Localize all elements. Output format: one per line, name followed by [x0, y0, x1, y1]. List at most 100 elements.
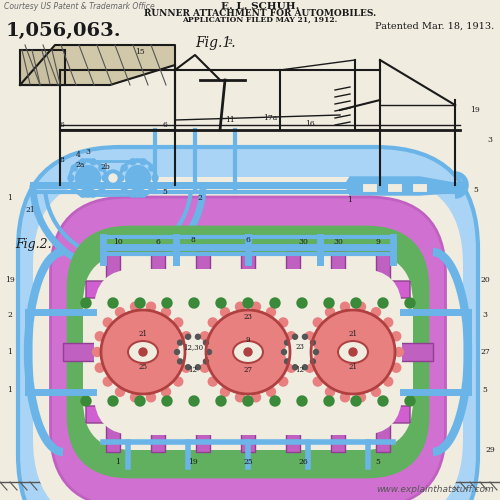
- Circle shape: [252, 302, 260, 311]
- Text: 20: 20: [480, 276, 490, 284]
- Circle shape: [96, 363, 104, 372]
- Text: 21: 21: [348, 330, 358, 338]
- Text: 30: 30: [333, 238, 343, 246]
- Circle shape: [71, 185, 77, 191]
- Circle shape: [378, 298, 388, 308]
- FancyBboxPatch shape: [196, 252, 210, 452]
- Circle shape: [324, 298, 334, 308]
- Text: 1: 1: [8, 386, 12, 394]
- Circle shape: [140, 191, 146, 197]
- Text: 11: 11: [225, 116, 235, 124]
- FancyBboxPatch shape: [345, 406, 373, 423]
- Circle shape: [126, 166, 150, 190]
- Text: 25: 25: [138, 363, 147, 371]
- FancyBboxPatch shape: [18, 147, 478, 500]
- Circle shape: [286, 332, 296, 341]
- Text: 21: 21: [348, 363, 358, 371]
- Circle shape: [130, 393, 140, 402]
- Circle shape: [189, 298, 199, 308]
- Circle shape: [405, 298, 415, 308]
- Text: 6: 6: [246, 236, 250, 244]
- Text: 9: 9: [376, 238, 380, 246]
- Circle shape: [174, 318, 182, 327]
- Text: 5: 5: [474, 186, 478, 194]
- Text: 1: 1: [8, 348, 12, 356]
- Circle shape: [314, 377, 322, 386]
- Circle shape: [326, 308, 334, 316]
- Circle shape: [162, 308, 170, 316]
- Circle shape: [130, 191, 136, 197]
- Text: 19: 19: [5, 276, 15, 284]
- Circle shape: [220, 388, 230, 396]
- Text: www.explainthatstuff.com: www.explainthatstuff.com: [376, 485, 494, 494]
- Circle shape: [405, 396, 415, 406]
- Text: 5: 5: [376, 458, 380, 466]
- Circle shape: [204, 340, 208, 345]
- Circle shape: [394, 348, 404, 356]
- Text: 21: 21: [25, 206, 35, 214]
- Circle shape: [292, 364, 298, 370]
- Circle shape: [189, 396, 199, 406]
- Text: 23: 23: [296, 343, 304, 351]
- Circle shape: [162, 298, 172, 308]
- Ellipse shape: [338, 341, 368, 363]
- Circle shape: [116, 308, 124, 316]
- Circle shape: [179, 338, 207, 366]
- FancyBboxPatch shape: [197, 281, 225, 298]
- Circle shape: [384, 318, 392, 327]
- Circle shape: [200, 332, 209, 341]
- FancyBboxPatch shape: [94, 269, 402, 435]
- FancyBboxPatch shape: [345, 281, 373, 298]
- Circle shape: [310, 340, 316, 345]
- FancyBboxPatch shape: [271, 281, 299, 298]
- Circle shape: [278, 377, 287, 386]
- Circle shape: [81, 396, 91, 406]
- Circle shape: [314, 318, 322, 327]
- Circle shape: [244, 348, 252, 356]
- Text: 2a: 2a: [76, 161, 84, 169]
- Circle shape: [174, 377, 182, 386]
- Circle shape: [314, 350, 318, 354]
- FancyBboxPatch shape: [50, 197, 446, 500]
- Text: 1,056,063.: 1,056,063.: [6, 22, 121, 40]
- Circle shape: [302, 364, 308, 370]
- Circle shape: [384, 377, 392, 386]
- Circle shape: [102, 175, 108, 181]
- FancyBboxPatch shape: [387, 183, 403, 193]
- Circle shape: [186, 364, 190, 370]
- Circle shape: [104, 377, 112, 386]
- Text: 10: 10: [113, 238, 123, 246]
- Circle shape: [90, 159, 96, 165]
- Circle shape: [200, 363, 209, 372]
- Circle shape: [356, 302, 366, 311]
- Circle shape: [290, 348, 298, 356]
- Text: 6: 6: [156, 238, 160, 246]
- Circle shape: [286, 363, 296, 372]
- Circle shape: [349, 348, 357, 356]
- Circle shape: [220, 308, 230, 316]
- Circle shape: [130, 159, 136, 165]
- Circle shape: [351, 298, 361, 308]
- FancyBboxPatch shape: [160, 406, 188, 423]
- Circle shape: [204, 359, 208, 364]
- Text: 6: 6: [60, 121, 64, 129]
- Circle shape: [71, 165, 77, 171]
- Text: 30: 30: [298, 238, 308, 246]
- Text: 8: 8: [190, 236, 196, 244]
- Circle shape: [140, 159, 146, 165]
- Circle shape: [174, 350, 180, 354]
- Polygon shape: [20, 45, 175, 85]
- Circle shape: [372, 388, 380, 396]
- Circle shape: [81, 298, 91, 308]
- Circle shape: [178, 359, 182, 364]
- FancyBboxPatch shape: [234, 281, 262, 298]
- Ellipse shape: [233, 341, 263, 363]
- Circle shape: [340, 302, 349, 311]
- Text: 23: 23: [244, 313, 252, 321]
- Circle shape: [80, 191, 86, 197]
- FancyBboxPatch shape: [151, 252, 165, 452]
- FancyBboxPatch shape: [123, 281, 151, 298]
- Text: 4: 4: [76, 151, 80, 159]
- FancyBboxPatch shape: [271, 406, 299, 423]
- Circle shape: [206, 350, 212, 354]
